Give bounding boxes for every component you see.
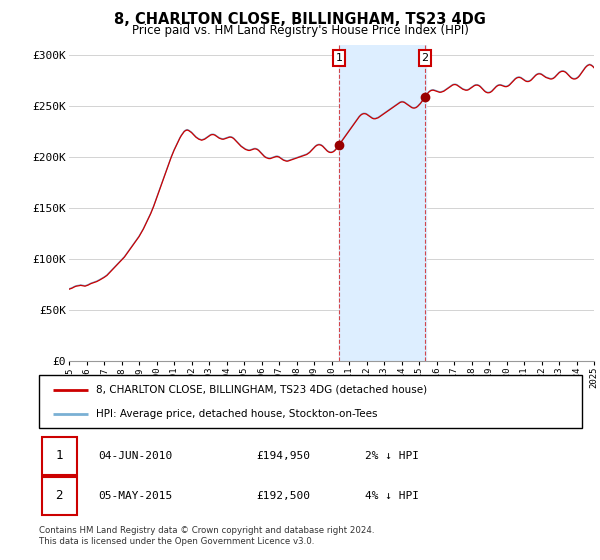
FancyBboxPatch shape (42, 437, 77, 475)
Text: 8, CHARLTON CLOSE, BILLINGHAM, TS23 4DG: 8, CHARLTON CLOSE, BILLINGHAM, TS23 4DG (114, 12, 486, 27)
Text: Contains HM Land Registry data © Crown copyright and database right 2024.
This d: Contains HM Land Registry data © Crown c… (39, 526, 374, 546)
Text: 1: 1 (335, 53, 343, 63)
Text: Price paid vs. HM Land Registry's House Price Index (HPI): Price paid vs. HM Land Registry's House … (131, 24, 469, 36)
Text: 8, CHARLTON CLOSE, BILLINGHAM, TS23 4DG (detached house): 8, CHARLTON CLOSE, BILLINGHAM, TS23 4DG … (96, 385, 427, 395)
Text: 4% ↓ HPI: 4% ↓ HPI (365, 491, 419, 501)
Text: 05-MAY-2015: 05-MAY-2015 (99, 491, 173, 501)
Text: 2% ↓ HPI: 2% ↓ HPI (365, 451, 419, 461)
Text: 2: 2 (55, 489, 63, 502)
Text: £194,950: £194,950 (256, 451, 310, 461)
Text: HPI: Average price, detached house, Stockton-on-Tees: HPI: Average price, detached house, Stoc… (96, 409, 377, 419)
FancyBboxPatch shape (42, 477, 77, 515)
Text: 04-JUN-2010: 04-JUN-2010 (99, 451, 173, 461)
Text: £192,500: £192,500 (256, 491, 310, 501)
Text: 2: 2 (421, 53, 428, 63)
Text: 1: 1 (55, 449, 63, 463)
Bar (339, 45, 427, 361)
